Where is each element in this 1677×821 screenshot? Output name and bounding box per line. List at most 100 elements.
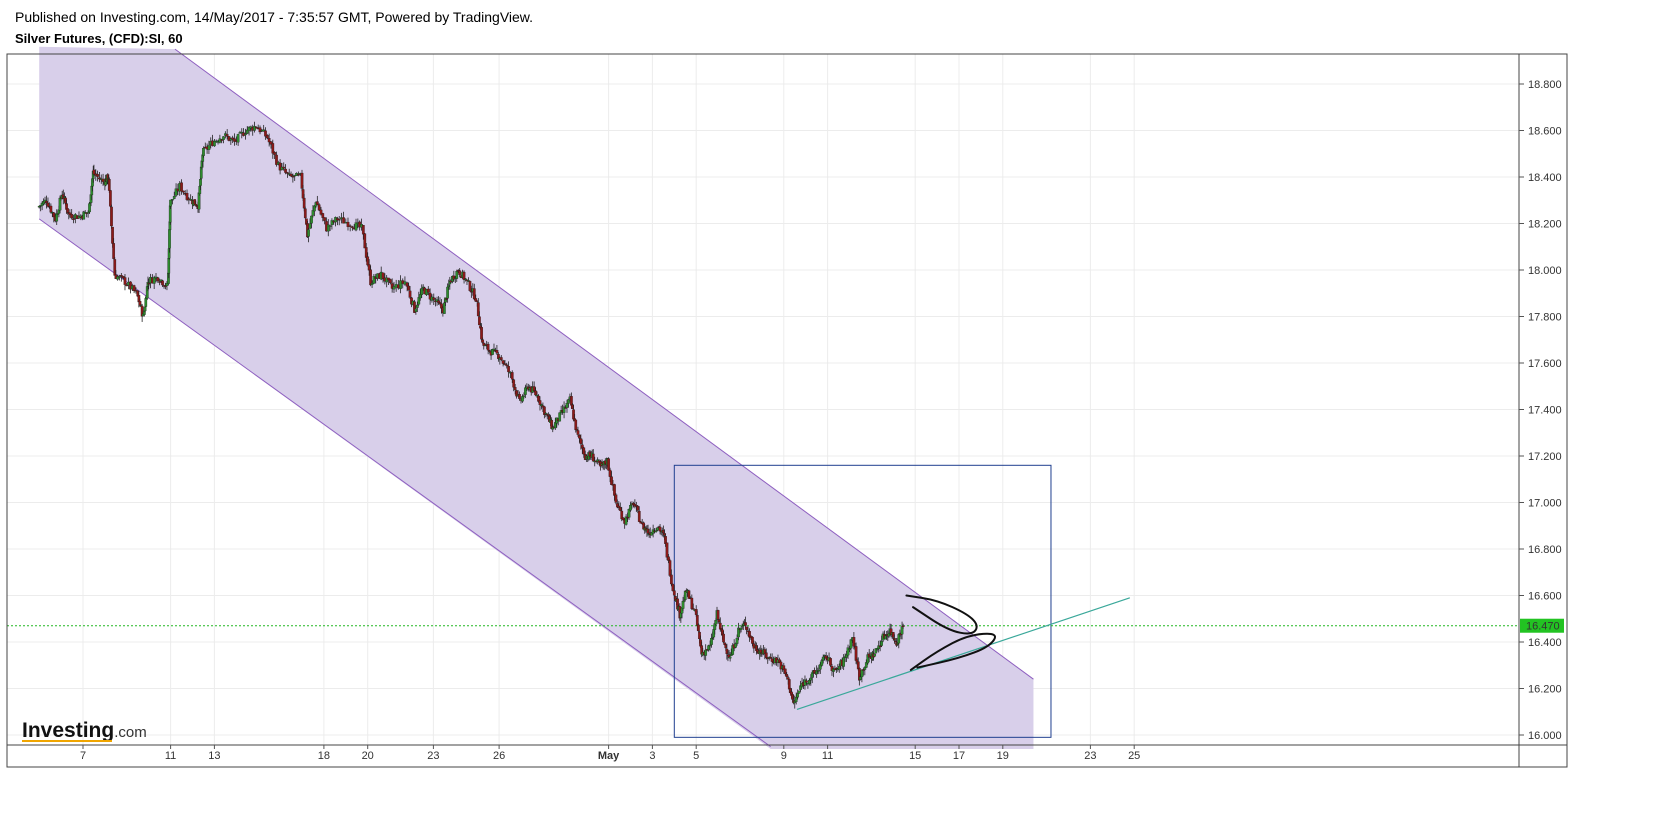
- candle: [328, 225, 332, 232]
- candle-body: [472, 288, 476, 300]
- freehand-drawings[interactable]: [905, 594, 996, 671]
- candle: [690, 594, 694, 611]
- candle-body: [704, 649, 708, 656]
- candle: [507, 361, 510, 378]
- candle: [428, 288, 432, 305]
- channel-lower-line[interactable]: [38, 218, 771, 748]
- candle-body: [49, 205, 53, 213]
- candle-body: [109, 190, 112, 207]
- candle-body: [70, 214, 74, 219]
- candle-body: [744, 622, 747, 626]
- investing-logo: Investing.com: [22, 719, 147, 742]
- candle: [125, 283, 129, 287]
- candle: [613, 483, 616, 501]
- channel-upper-line[interactable]: [174, 48, 1034, 680]
- candle-body: [512, 379, 516, 388]
- candle-body: [330, 220, 334, 226]
- candle: [408, 285, 412, 300]
- candle-body: [202, 148, 205, 156]
- candle: [330, 218, 334, 230]
- candle-body: [138, 300, 142, 306]
- trendline[interactable]: [796, 597, 1131, 710]
- x-tick-label: 9: [781, 750, 787, 762]
- freehand-arc-up[interactable]: [909, 632, 996, 671]
- candle-body: [399, 280, 402, 289]
- candle: [138, 298, 142, 306]
- candle-body: [315, 201, 319, 205]
- candle-body: [620, 510, 624, 520]
- candle: [387, 277, 390, 286]
- candle-body: [863, 667, 867, 670]
- candle: [478, 311, 481, 326]
- candle: [524, 384, 527, 399]
- candle: [369, 265, 372, 287]
- candle: [464, 278, 467, 282]
- candle: [480, 323, 483, 342]
- candle-body: [82, 211, 86, 220]
- candle-body: [169, 199, 172, 207]
- candle-body: [745, 626, 748, 631]
- candle-body: [408, 290, 412, 298]
- candle-body: [491, 349, 494, 355]
- candle-body: [608, 469, 612, 477]
- price-axis[interactable]: 18.800 18.600 18.400 18.200 18.000 17.800 17.6…: [1519, 79, 1562, 742]
- time-axis[interactable]: 7 11 13 18 20 23 26 May 3 5 9 11 15 17 19 23 25: [80, 745, 1140, 762]
- candle: [267, 133, 271, 147]
- candle: [361, 225, 365, 240]
- rectangle-outline[interactable]: [673, 464, 1052, 738]
- candle-body: [364, 247, 368, 258]
- candle-body: [370, 283, 374, 285]
- candle: [620, 506, 624, 522]
- freehand-arc-down[interactable]: [905, 594, 978, 635]
- candle-body: [690, 597, 694, 609]
- x-tick-label: 18: [318, 750, 330, 762]
- candle-body: [668, 560, 672, 576]
- candle-body: [524, 387, 527, 395]
- candle-body: [417, 297, 421, 305]
- candle-body: [654, 530, 658, 532]
- candle-body: [253, 126, 256, 131]
- y-tick-label: 18.600: [1528, 126, 1562, 138]
- candle-body: [728, 656, 732, 659]
- regression-channel[interactable]: [38, 46, 1034, 749]
- candle-body: [92, 169, 96, 175]
- candle: [225, 129, 229, 140]
- candle-body: [764, 652, 768, 658]
- candle-body: [236, 134, 240, 143]
- candle: [748, 628, 751, 642]
- candle-body: [707, 645, 710, 651]
- candle-body: [672, 590, 676, 596]
- y-tick-label: 18.400: [1528, 172, 1562, 184]
- candle-body: [664, 536, 667, 544]
- candle-body: [783, 668, 787, 675]
- candle-body: [714, 620, 718, 625]
- candle-body: [344, 222, 348, 224]
- candle-body: [510, 372, 514, 380]
- candle-body: [462, 271, 466, 280]
- candle: [889, 623, 893, 638]
- candle-body: [121, 276, 125, 279]
- candle-body: [565, 403, 569, 408]
- candle: [300, 169, 304, 192]
- candle: [501, 359, 505, 367]
- candle: [112, 238, 116, 260]
- candle-body: [351, 226, 354, 228]
- candle-body: [326, 224, 330, 232]
- candle-body: [636, 505, 640, 511]
- candle-body: [96, 174, 99, 177]
- candle: [513, 384, 517, 395]
- candle-body: [796, 693, 800, 698]
- candle-body: [245, 129, 249, 134]
- highlight-rectangle[interactable]: [673, 464, 1052, 738]
- trendline-line[interactable]: [796, 597, 1131, 710]
- candle: [147, 278, 151, 290]
- candle: [558, 412, 562, 422]
- candle-body: [273, 152, 276, 155]
- candle-body: [614, 494, 618, 503]
- candle-body: [387, 277, 390, 281]
- candle: [289, 171, 293, 178]
- candle: [472, 283, 476, 301]
- candle: [432, 293, 436, 305]
- candle: [576, 426, 580, 437]
